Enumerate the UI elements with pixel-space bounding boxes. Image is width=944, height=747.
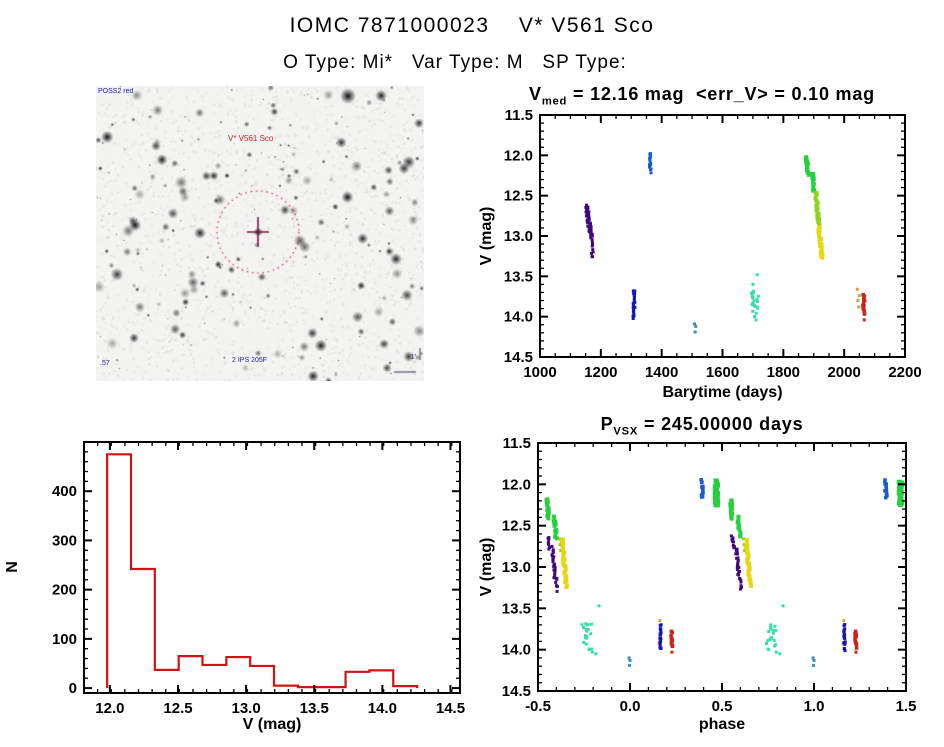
phase-title-sub: VSX — [613, 425, 639, 438]
phase-title: PVSX = 245.00000 days — [460, 414, 944, 438]
phase-xaxis-label: phase — [698, 716, 746, 733]
svg-text:-0.5: -0.5 — [525, 698, 551, 715]
svg-text:1200: 1200 — [584, 364, 617, 381]
phase-yaxis-label: V (mag) — [478, 537, 495, 597]
minor-ticks — [538, 443, 906, 691]
svg-text:13.5: 13.5 — [504, 268, 533, 285]
svg-text:13.5: 13.5 — [300, 700, 329, 717]
finder-chart: POSS2 red V* V561 Sco 2 IPS 205F .57 1' — [96, 86, 424, 381]
svg-text:13.0: 13.0 — [504, 228, 533, 245]
svg-text:12.5: 12.5 — [163, 700, 192, 717]
histogram-plot: 12.0 12.5 13.0 13.5 14.0 14.5 0 100 200 300 400 — [52, 441, 465, 717]
finder-target-label: V* V561 Sco — [228, 134, 274, 143]
svg-text:1.0: 1.0 — [804, 698, 825, 715]
starfield-image — [96, 86, 424, 381]
svg-text:0: 0 — [69, 680, 77, 697]
finder-survey-label: POSS2 red — [98, 88, 134, 95]
minor-ticks — [83, 441, 460, 693]
svg-text:14.5: 14.5 — [502, 683, 531, 700]
svg-text:400: 400 — [52, 483, 77, 500]
svg-text:11.5: 11.5 — [503, 435, 531, 452]
svg-text:1800: 1800 — [767, 364, 800, 381]
svg-text:14.5: 14.5 — [436, 700, 465, 717]
svg-text:14.0: 14.0 — [502, 642, 531, 659]
lightcurve-yaxis-label: V (mag) — [478, 206, 495, 266]
svg-text:0.0: 0.0 — [620, 698, 641, 715]
axes: 12.0 12.5 13.0 13.5 14.0 14.5 0 100 200 300 400 — [52, 441, 465, 717]
lightcurve-title-main: V — [529, 84, 542, 104]
svg-text:12.0: 12.0 — [502, 476, 531, 493]
phase-plot: -0.5 0.0 0.5 1.0 1.5 11.5 12.0 12.5 13.0 13.5 14.0… — [502, 435, 917, 715]
svg-text:200: 200 — [52, 582, 77, 599]
svg-text:14.0: 14.0 — [504, 309, 533, 326]
svg-text:14.0: 14.0 — [368, 700, 397, 717]
svg-text:0.5: 0.5 — [712, 698, 733, 715]
lightcurve-title-rest: = 12.16 mag <err_V> = 0.10 mag — [567, 84, 875, 104]
phase-title-rest: = 245.00000 days — [638, 414, 804, 434]
histogram-yaxis-label: N — [4, 561, 21, 573]
svg-text:1.5: 1.5 — [896, 698, 917, 715]
svg-text:1400: 1400 — [645, 364, 678, 381]
svg-text:12.0: 12.0 — [95, 700, 124, 717]
minor-ticks — [540, 115, 905, 357]
page-title: IOMC 7871000023 V* V561 Sco — [289, 14, 655, 37]
svg-text:14.5: 14.5 — [504, 349, 533, 366]
finder-plate-label: 2 IPS 205F — [232, 357, 268, 364]
lightcurve-title-sub: med — [541, 95, 568, 108]
finder-scale-label: 1' — [410, 354, 416, 361]
histogram-outline — [106, 453, 419, 689]
svg-text:1600: 1600 — [706, 364, 739, 381]
svg-text:12.5: 12.5 — [502, 518, 531, 535]
svg-text:300: 300 — [52, 532, 77, 549]
finder-corner-label: .57 — [100, 360, 110, 367]
svg-text:13.5: 13.5 — [502, 600, 531, 617]
lightcurve-plot: 1000 1200 1400 1600 1800 2000 2200 11.5 12.0 12.5… — [504, 107, 922, 381]
histogram-xaxis-label: V (mag) — [242, 716, 302, 733]
axes: -0.5 0.0 0.5 1.0 1.5 11.5 12.0 12.5 13.0 13.5 14.0… — [502, 435, 917, 715]
points-layer — [584, 152, 867, 334]
svg-text:12.5: 12.5 — [504, 188, 533, 205]
phase-title-main: P — [600, 414, 614, 434]
lightcurve-title: Vmed = 12.16 mag <err_V> = 0.10 mag — [460, 84, 944, 108]
svg-text:13.0: 13.0 — [502, 559, 531, 576]
axes: 1000 1200 1400 1600 1800 2000 2200 11.5 12.0 12.5… — [504, 107, 922, 381]
points-layer — [544, 478, 905, 667]
svg-text:1000: 1000 — [523, 364, 556, 381]
svg-text:13.0: 13.0 — [232, 700, 261, 717]
svg-text:12.0: 12.0 — [504, 147, 533, 164]
page-subtitle: O Type: Mi* Var Type: M SP Type: — [283, 52, 627, 73]
svg-text:11.5: 11.5 — [505, 107, 533, 124]
svg-text:100: 100 — [52, 631, 77, 648]
svg-text:2200: 2200 — [888, 364, 921, 381]
svg-text:2000: 2000 — [827, 364, 860, 381]
lightcurve-xaxis-label: Barytime (days) — [662, 384, 783, 401]
